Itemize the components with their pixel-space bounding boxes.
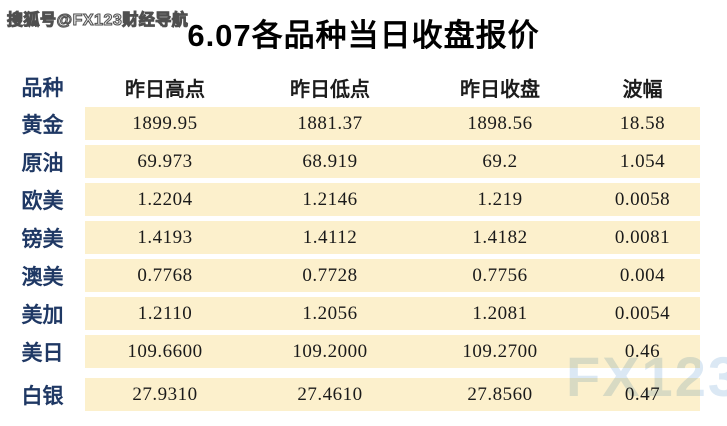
cell-prev-high: 0.7768 bbox=[85, 259, 245, 292]
table-row: 澳美 0.7768 0.7728 0.7756 0.004 bbox=[0, 259, 700, 292]
cell-prev-high: 1899.95 bbox=[85, 107, 245, 140]
row-label: 黄金 bbox=[0, 107, 85, 140]
cell-prev-low: 1.4112 bbox=[245, 221, 415, 254]
cell-prev-close: 1.219 bbox=[415, 183, 585, 216]
quote-table: 品种 昨日高点 昨日低点 昨日收盘 波幅 黄金 1899.95 1881.37 … bbox=[0, 72, 700, 411]
cell-range: 0.0058 bbox=[585, 183, 700, 216]
cell-range: 0.46 bbox=[585, 335, 700, 368]
row-label: 原油 bbox=[0, 145, 85, 178]
table-row: 原油 69.973 68.919 69.2 1.054 bbox=[0, 145, 700, 178]
cell-range: 18.58 bbox=[585, 107, 700, 140]
table-row: 欧美 1.2204 1.2146 1.219 0.0058 bbox=[0, 183, 700, 216]
column-header-prev-high: 昨日高点 bbox=[125, 78, 205, 101]
cell-prev-high: 1.2204 bbox=[85, 183, 245, 216]
cell-prev-high: 69.973 bbox=[85, 145, 245, 178]
cell-range: 0.004 bbox=[585, 259, 700, 292]
row-label: 美日 bbox=[0, 335, 85, 368]
column-header-product: 品种 bbox=[21, 77, 64, 100]
cell-prev-low: 1881.37 bbox=[245, 107, 415, 140]
row-label: 欧美 bbox=[0, 183, 85, 216]
cell-prev-high: 109.6600 bbox=[85, 335, 245, 368]
cell-prev-high: 1.2110 bbox=[85, 297, 245, 330]
column-header-prev-close: 昨日收盘 bbox=[460, 78, 540, 101]
cell-prev-close: 27.8560 bbox=[415, 378, 585, 411]
cell-range: 0.47 bbox=[585, 378, 700, 411]
column-header-prev-low: 昨日低点 bbox=[290, 78, 370, 101]
fx123-watermark: FX123 bbox=[566, 345, 727, 408]
page-title: 6.07各品种当日收盘报价 bbox=[187, 18, 540, 53]
table-row: 美加 1.2110 1.2056 1.2081 0.0054 bbox=[0, 297, 700, 330]
cell-prev-close: 1898.56 bbox=[415, 107, 585, 140]
table-header-row: 品种 昨日高点 昨日低点 昨日收盘 波幅 bbox=[0, 72, 700, 102]
cell-prev-low: 109.2000 bbox=[245, 335, 415, 368]
table-row: 黄金 1899.95 1881.37 1898.56 18.58 bbox=[0, 107, 700, 140]
cell-prev-low: 1.2146 bbox=[245, 183, 415, 216]
cell-prev-close: 0.7756 bbox=[415, 259, 585, 292]
cell-range: 0.0054 bbox=[585, 297, 700, 330]
cell-prev-high: 1.4193 bbox=[85, 221, 245, 254]
row-label: 美加 bbox=[0, 297, 85, 330]
table-row: 美日 109.6600 109.2000 109.2700 0.46 bbox=[0, 335, 700, 368]
column-header-range: 波幅 bbox=[622, 78, 663, 101]
cell-prev-close: 69.2 bbox=[415, 145, 585, 178]
row-label: 镑美 bbox=[0, 221, 85, 254]
cell-range: 0.0081 bbox=[585, 221, 700, 254]
table-body: 黄金 1899.95 1881.37 1898.56 18.58 原油 69.9… bbox=[0, 107, 700, 411]
cell-prev-low: 1.2056 bbox=[245, 297, 415, 330]
cell-prev-close: 1.2081 bbox=[415, 297, 585, 330]
row-label: 澳美 bbox=[0, 259, 85, 292]
cell-prev-low: 68.919 bbox=[245, 145, 415, 178]
cell-prev-high: 27.9310 bbox=[85, 378, 245, 411]
cell-prev-close: 1.4182 bbox=[415, 221, 585, 254]
cell-prev-close: 109.2700 bbox=[415, 335, 585, 368]
row-label: 白银 bbox=[0, 378, 85, 411]
table-row: 镑美 1.4193 1.4112 1.4182 0.0081 bbox=[0, 221, 700, 254]
cell-prev-low: 0.7728 bbox=[245, 259, 415, 292]
table-row: 白银 27.9310 27.4610 27.8560 0.47 bbox=[0, 378, 700, 411]
sohu-account-watermark: 搜狐号@FX123财经导航 bbox=[6, 12, 189, 30]
cell-prev-low: 27.4610 bbox=[245, 378, 415, 411]
cell-range: 1.054 bbox=[585, 145, 700, 178]
